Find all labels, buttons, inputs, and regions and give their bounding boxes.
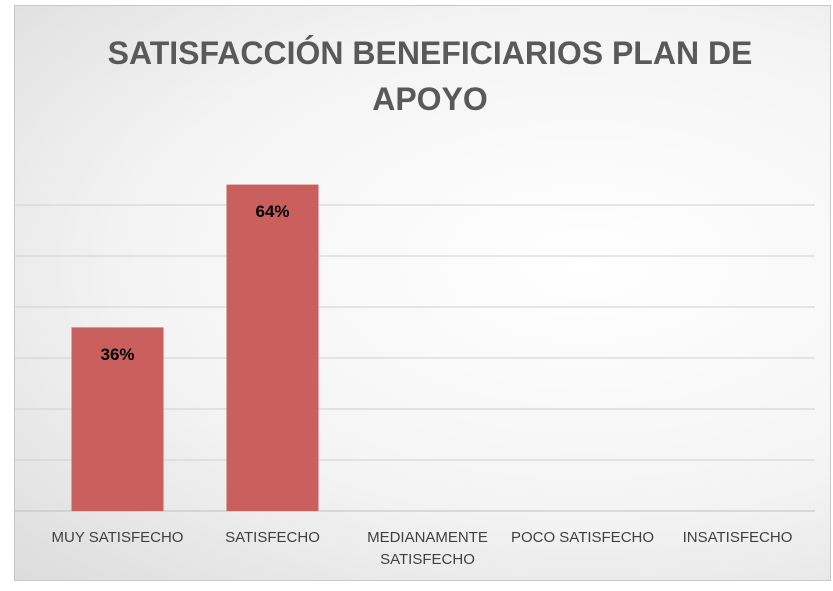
bar <box>226 184 319 511</box>
data-label: 36% <box>100 345 134 364</box>
x-tick-label: INSATISFECHO <box>682 529 793 546</box>
chart-title: SATISFACCIÓN BENEFICIARIOS PLAN DE APOYO <box>107 35 753 117</box>
x-tick-label: MEDIANAMENTE SATISFECHO <box>367 529 488 568</box>
x-tick-label: SATISFECHO <box>225 529 320 546</box>
x-tick-label: POCO SATISFECHO <box>510 529 655 546</box>
x-tick-label: MUY SATISFECHO <box>51 529 184 546</box>
data-label: 64% <box>255 202 289 221</box>
bar <box>71 327 164 511</box>
